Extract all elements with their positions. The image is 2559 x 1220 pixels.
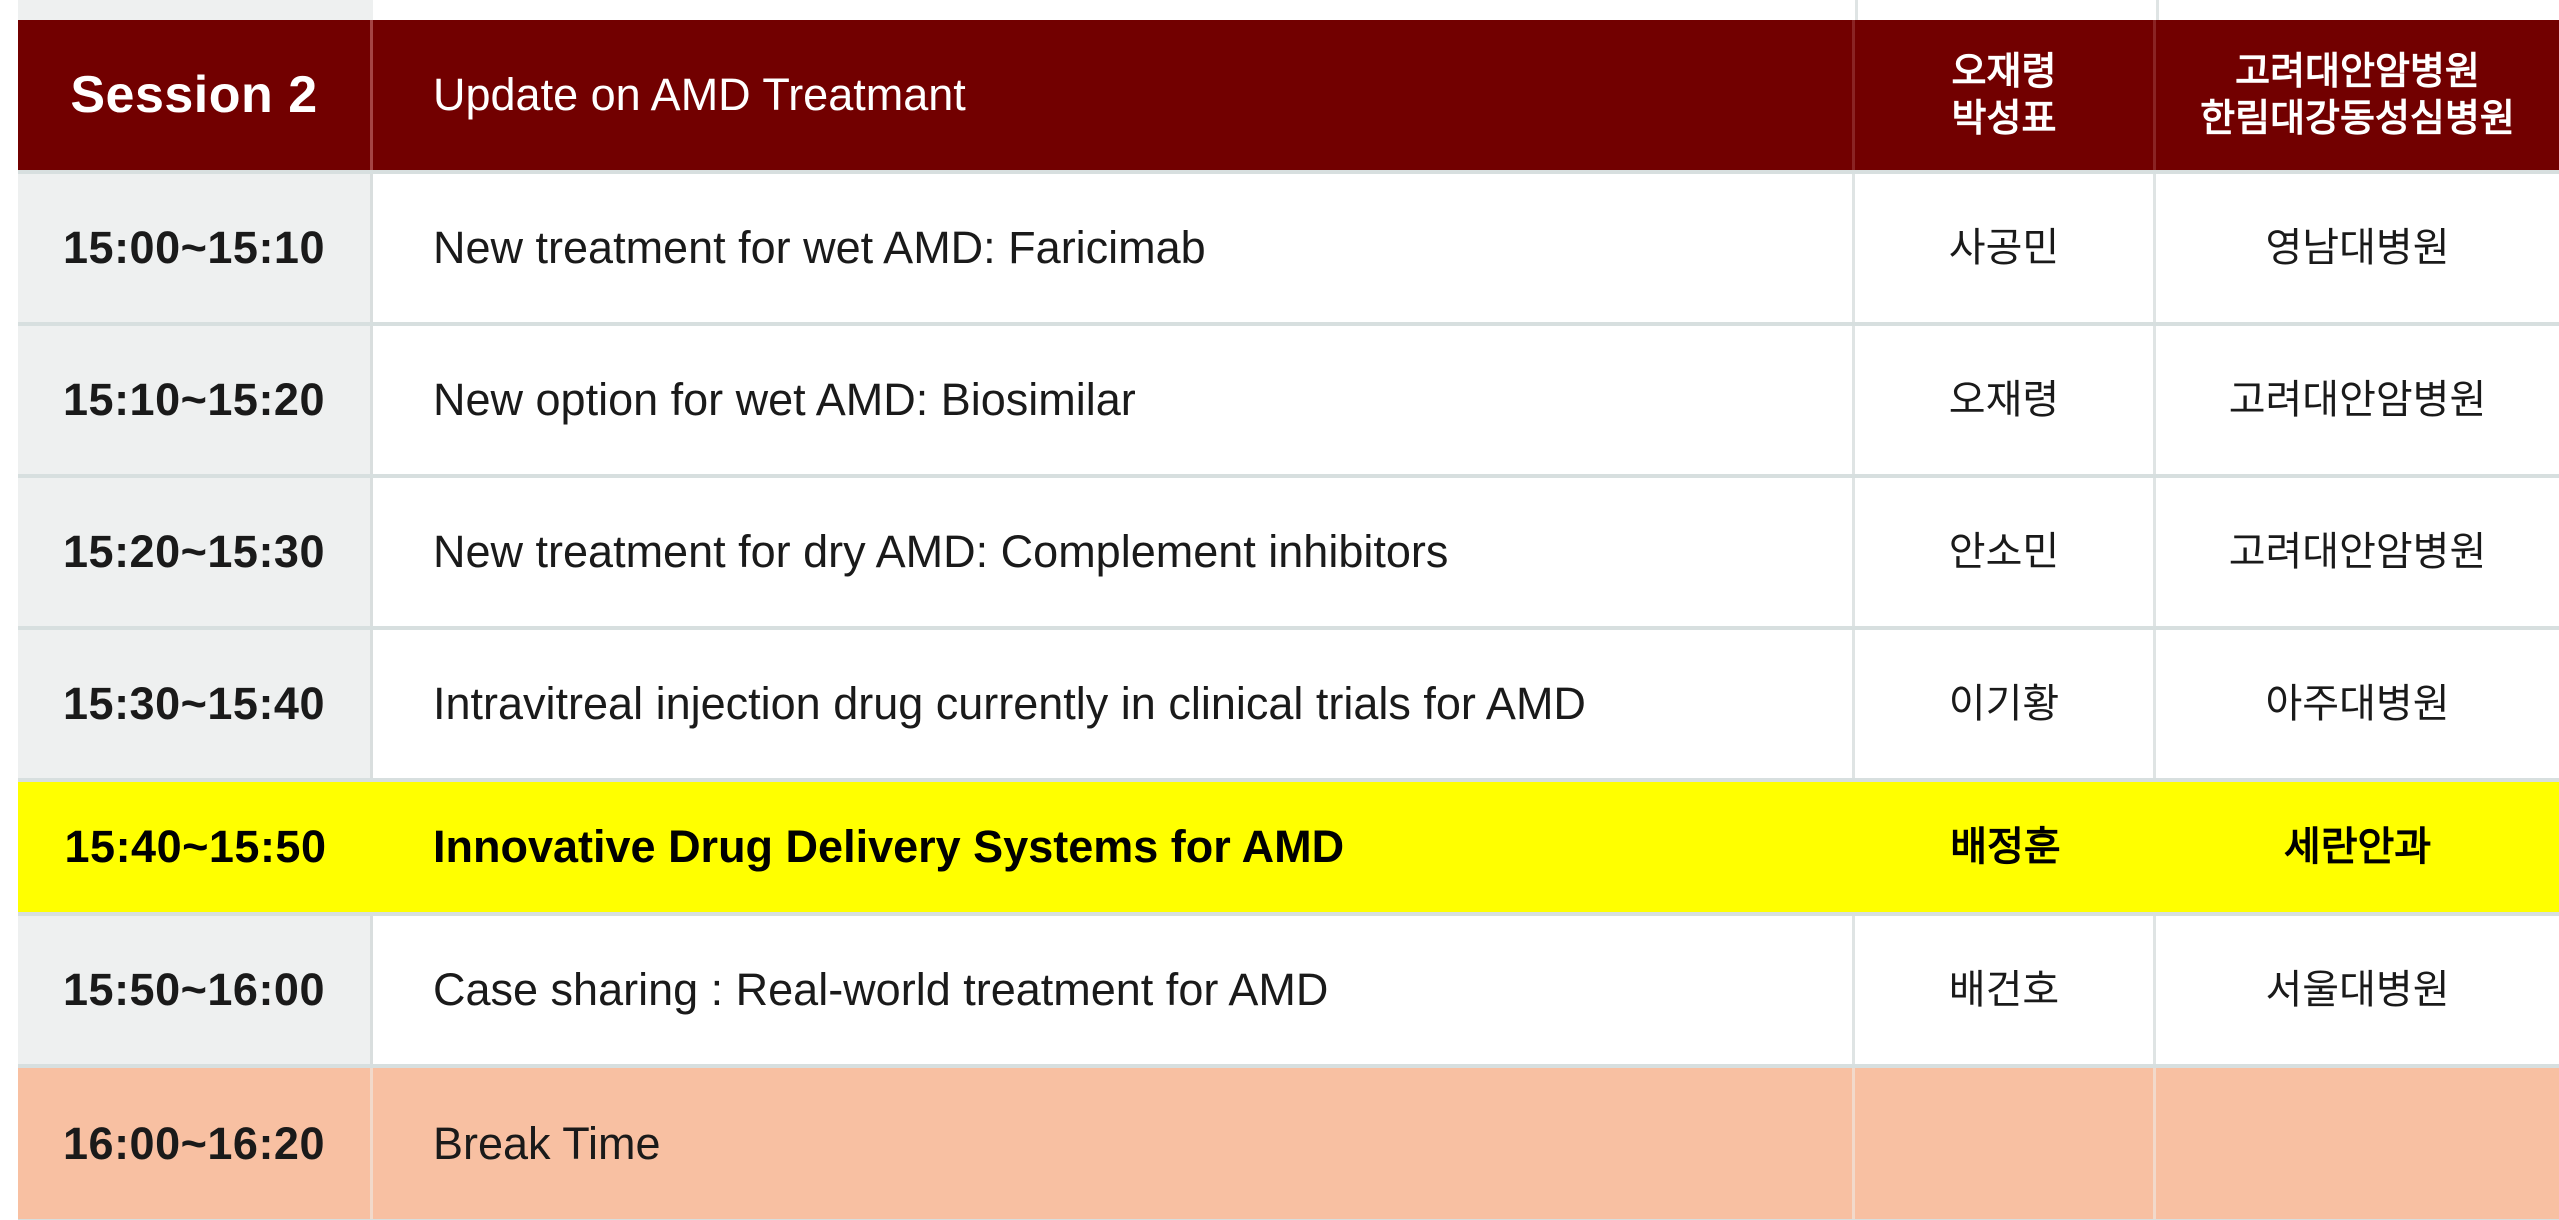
talk-title-cell: Case sharing : Real-world treatment for … <box>373 916 1855 1064</box>
break-title: Break Time <box>433 1117 661 1169</box>
moderator-affiliation: 한림대강동성심병원 <box>2200 96 2515 140</box>
speaker-affiliation: 고려대안암병원 <box>2228 377 2487 423</box>
time-slot: 15:20~15:30 <box>63 526 325 577</box>
talk-title: New treatment for wet AMD: Faricimab <box>433 222 1206 273</box>
moderator-affiliation: 고려대안암병원 <box>2235 48 2480 93</box>
talk-title: Intravitreal injection drug currently in… <box>433 678 1586 729</box>
speaker-name: 안소민 <box>1948 529 2060 575</box>
empty-affiliation-cell <box>2156 1068 2559 1219</box>
top-strip-time-column <box>18 0 373 20</box>
empty-speaker-cell <box>1855 1068 2156 1219</box>
time-slot: 15:00~15:10 <box>63 222 325 273</box>
session-title: Update on AMD Treatmant <box>433 69 966 120</box>
talk-title-cell: Intravitreal injection drug currently in… <box>373 630 1855 778</box>
speaker-cell: 배정훈 <box>1855 782 2156 912</box>
moderator-name: 박성표 <box>1951 96 2057 140</box>
session-label: Session 2 <box>70 66 318 124</box>
break-time-slot: 16:00~16:20 <box>63 1117 325 1169</box>
talk-title-cell: New option for wet AMD: Biosimilar <box>373 326 1855 474</box>
talk-title-cell: New treatment for wet AMD: Faricimab <box>373 174 1855 322</box>
break-title-cell: Break Time <box>373 1068 1855 1219</box>
speaker-name: 배정훈 <box>1950 824 2061 870</box>
session-schedule-table: Session 2 Update on AMD Treatmant 오재령 박성… <box>18 20 2559 1220</box>
time-slot: 15:40~15:50 <box>64 821 327 872</box>
speaker-name: 이기황 <box>1948 681 2060 727</box>
affiliation-cell: 아주대병원 <box>2156 630 2559 778</box>
talk-title: Innovative Drug Delivery Systems for AMD <box>433 821 1345 872</box>
speaker-name: 배건호 <box>1948 967 2060 1013</box>
top-strip-divider <box>2156 0 2159 20</box>
speaker-name: 사공민 <box>1948 225 2060 271</box>
affiliation-cell: 고려대안암병원 <box>2156 478 2559 626</box>
session-label-cell: Session 2 <box>18 20 373 170</box>
speaker-affiliation: 아주대병원 <box>2265 681 2450 727</box>
affiliation-cell: 세란안과 <box>2156 782 2559 912</box>
moderator-name: 오재령 <box>1951 48 2057 93</box>
time-cell: 15:40~15:50 <box>18 782 373 912</box>
top-strip <box>0 0 2559 20</box>
speaker-affiliation: 고려대안암병원 <box>2228 529 2487 575</box>
time-slot: 15:30~15:40 <box>63 678 325 729</box>
time-cell: 15:00~15:10 <box>18 174 373 322</box>
time-cell: 15:20~15:30 <box>18 478 373 626</box>
time-cell: 15:10~15:20 <box>18 326 373 474</box>
time-cell: 16:00~16:20 <box>18 1068 373 1219</box>
speaker-cell: 이기황 <box>1855 630 2156 778</box>
top-strip-divider <box>1855 0 1858 20</box>
speaker-cell: 안소민 <box>1855 478 2156 626</box>
affiliation-cell: 영남대병원 <box>2156 174 2559 322</box>
time-slot: 15:50~16:00 <box>63 964 325 1015</box>
talk-title: New treatment for dry AMD: Complement in… <box>433 526 1449 577</box>
talk-title: New option for wet AMD: Biosimilar <box>433 374 1136 425</box>
speaker-cell: 오재령 <box>1855 326 2156 474</box>
session-title-cell: Update on AMD Treatmant <box>373 20 1855 170</box>
time-cell: 15:30~15:40 <box>18 630 373 778</box>
talk-title: Case sharing : Real-world treatment for … <box>433 964 1329 1015</box>
talk-title-cell: New treatment for dry AMD: Complement in… <box>373 478 1855 626</box>
affiliation-cell: 고려대안암병원 <box>2156 326 2559 474</box>
moderators: 오재령 박성표 <box>1952 48 2057 143</box>
time-cell: 15:50~16:00 <box>18 916 373 1064</box>
speaker-affiliation: 서울대병원 <box>2265 967 2450 1013</box>
speaker-cell: 사공민 <box>1855 174 2156 322</box>
affiliation-cell: 서울대병원 <box>2156 916 2559 1064</box>
time-slot: 15:10~15:20 <box>63 374 325 425</box>
speaker-cell: 배건호 <box>1855 916 2156 1064</box>
speaker-name: 오재령 <box>1948 377 2060 423</box>
speaker-affiliation: 영남대병원 <box>2265 225 2450 271</box>
moderators-cell: 오재령 박성표 <box>1855 20 2156 170</box>
talk-title-cell: Innovative Drug Delivery Systems for AMD <box>373 782 1855 912</box>
moderator-affiliations: 고려대안암병원 한림대강동성심병원 <box>2200 48 2515 143</box>
moderator-affiliations-cell: 고려대안암병원 한림대강동성심병원 <box>2156 20 2559 170</box>
speaker-affiliation: 세란안과 <box>2283 824 2432 870</box>
